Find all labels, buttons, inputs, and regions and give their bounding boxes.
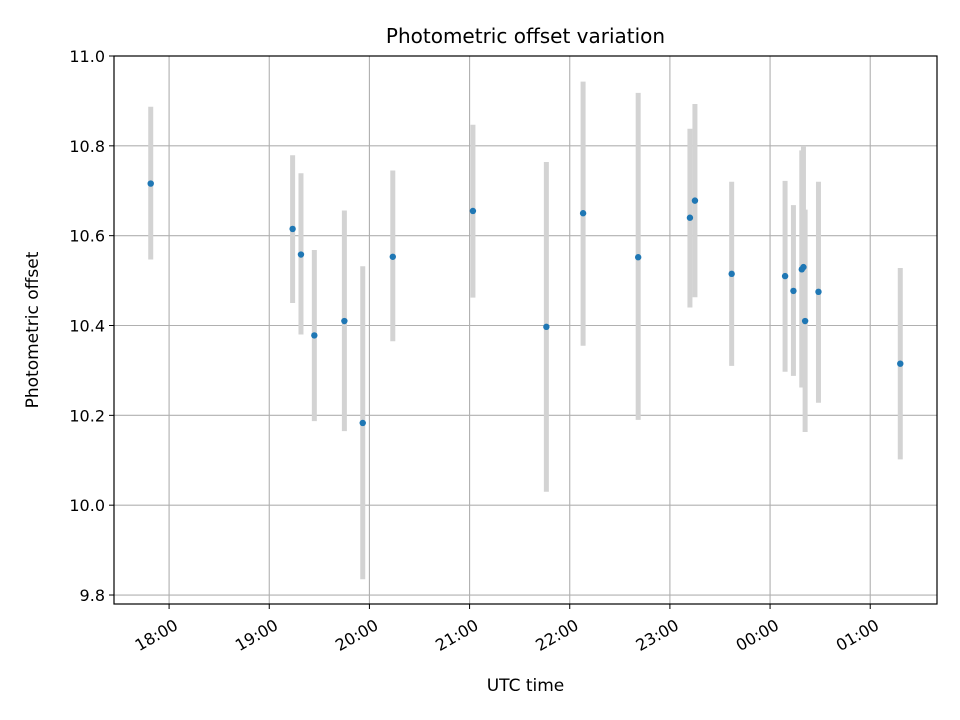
data-point	[341, 317, 348, 325]
y-tick-label: 10.6	[69, 227, 105, 246]
data-point	[686, 214, 694, 221]
y-axis-title: Photometric offset	[23, 251, 43, 408]
data-point	[897, 360, 904, 367]
data-point	[579, 210, 587, 217]
chart-title: Photometric offset variation	[386, 24, 665, 48]
data-point	[147, 180, 154, 187]
grid-layer	[114, 55, 937, 604]
y-tick-label: 11.0	[69, 47, 105, 66]
y-tick-label: 9.8	[80, 586, 105, 605]
data-point	[389, 253, 396, 260]
data-point	[691, 197, 699, 204]
data-point	[781, 272, 789, 280]
y-tick-label: 10.2	[69, 406, 105, 425]
data-point	[728, 270, 735, 278]
data-point	[815, 288, 822, 296]
data-point	[543, 323, 550, 331]
data-point	[289, 225, 296, 233]
data-point	[469, 207, 477, 215]
point-layer	[147, 180, 904, 427]
data-point	[800, 263, 807, 271]
data-point	[801, 317, 809, 325]
y-tick-label: 10.4	[69, 317, 105, 336]
data-point	[311, 332, 318, 339]
y-tick-label: 10.0	[69, 496, 105, 515]
plot-frame	[113, 55, 938, 605]
x-axis-title: UTC time	[487, 676, 565, 696]
data-point	[297, 251, 305, 258]
data-point	[790, 287, 797, 295]
y-tick-label: 10.8	[69, 137, 105, 156]
data-point	[634, 254, 642, 261]
data-point	[359, 419, 366, 427]
